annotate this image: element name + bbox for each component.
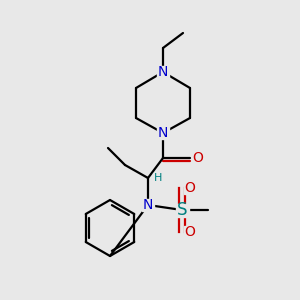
Bar	[184, 226, 196, 238]
Bar	[157, 127, 169, 139]
Bar	[176, 203, 188, 217]
Text: N: N	[158, 65, 168, 79]
Text: S: S	[177, 201, 187, 219]
Text: O: O	[184, 181, 195, 195]
Bar	[184, 182, 196, 194]
Bar	[142, 199, 154, 211]
Text: H: H	[154, 173, 162, 183]
Text: O: O	[193, 151, 203, 165]
Bar	[192, 152, 204, 164]
Text: N: N	[158, 126, 168, 140]
Text: O: O	[184, 225, 195, 239]
Bar	[153, 173, 163, 183]
Bar	[157, 66, 169, 78]
Text: N: N	[143, 198, 153, 212]
